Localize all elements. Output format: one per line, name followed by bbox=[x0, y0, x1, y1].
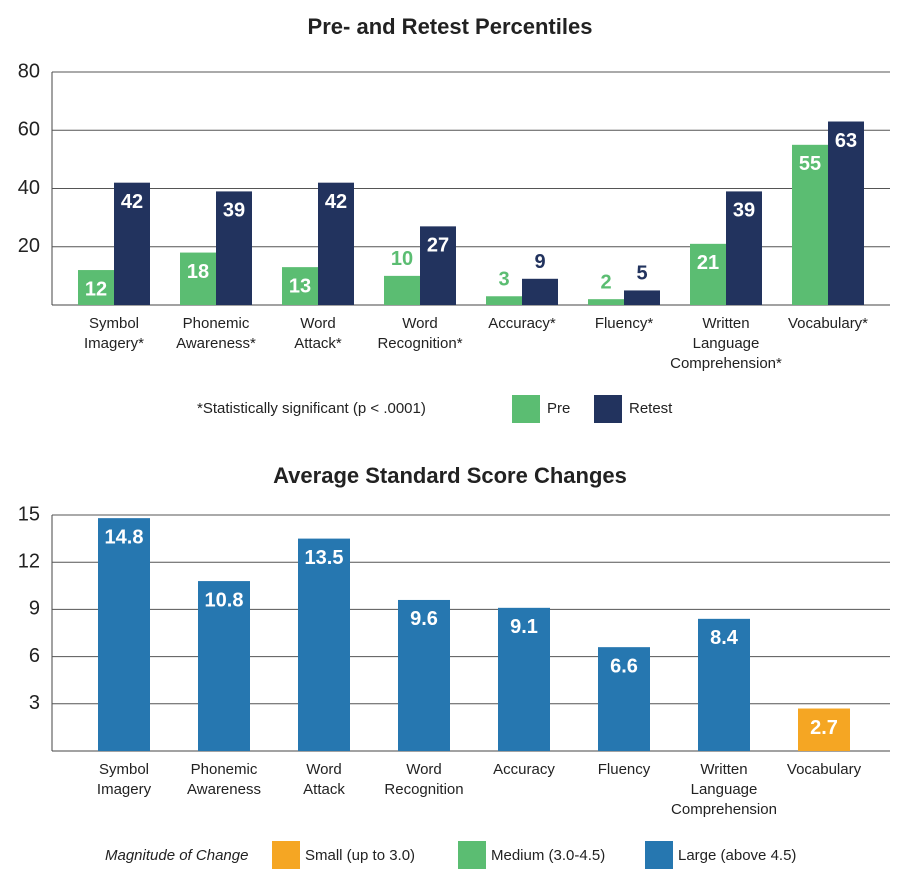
note: *Statistically significant (p < .0001) bbox=[197, 400, 426, 417]
bar bbox=[78, 270, 114, 305]
bar bbox=[498, 607, 550, 751]
y-tick-label: 60 bbox=[18, 119, 40, 141]
y-tick-label: 12 bbox=[18, 550, 40, 572]
legend-swatch bbox=[645, 841, 673, 869]
x-tick-label: Vocabulary* bbox=[788, 315, 868, 332]
value-label: 13.5 bbox=[305, 547, 344, 569]
value-label: 9.1 bbox=[510, 616, 538, 638]
value-label: 2 bbox=[600, 271, 611, 293]
y-tick-label: 9 bbox=[29, 598, 40, 620]
x-tick-label: Written Language Comprehension bbox=[671, 761, 777, 818]
bar bbox=[698, 618, 750, 751]
x-tick-label: Accuracy bbox=[493, 761, 555, 778]
value-label: 39 bbox=[733, 200, 755, 222]
x-tick-label: Symbol Imagery bbox=[97, 761, 152, 798]
value-label: 5 bbox=[636, 263, 647, 285]
value-label: 63 bbox=[835, 130, 857, 152]
bar bbox=[114, 182, 150, 305]
value-label: 21 bbox=[697, 252, 719, 274]
bar bbox=[690, 243, 726, 305]
bar bbox=[198, 581, 250, 751]
value-label: 42 bbox=[121, 191, 143, 213]
y-tick-label: 20 bbox=[18, 235, 40, 257]
value-label: 2.7 bbox=[810, 717, 838, 739]
bar bbox=[486, 296, 522, 305]
legend-title: Magnitude of Change bbox=[105, 847, 248, 864]
legend-swatch bbox=[272, 841, 300, 869]
legend-swatch bbox=[594, 395, 622, 423]
x-tick-label: Word Recognition bbox=[384, 761, 463, 798]
value-label: 13 bbox=[289, 275, 311, 297]
value-label: 55 bbox=[799, 153, 821, 175]
bar bbox=[792, 144, 828, 305]
x-tick-label: Vocabulary bbox=[787, 761, 862, 778]
bar bbox=[398, 599, 450, 751]
bar bbox=[298, 538, 350, 751]
legend-label: Large (above 4.5) bbox=[678, 847, 796, 864]
y-tick-label: 15 bbox=[18, 503, 40, 525]
legend-label: Retest bbox=[629, 400, 673, 417]
value-label: 10 bbox=[391, 248, 413, 270]
value-label: 14.8 bbox=[105, 526, 144, 548]
bar bbox=[588, 299, 624, 305]
bar bbox=[318, 182, 354, 305]
bar bbox=[522, 278, 558, 305]
x-tick-label: Fluency bbox=[598, 761, 651, 778]
x-tick-label: Word Recognition* bbox=[377, 315, 462, 352]
chart-title: Pre- and Retest Percentiles bbox=[308, 14, 593, 39]
bar bbox=[384, 275, 420, 305]
bar bbox=[828, 121, 864, 305]
legend-label: Pre bbox=[547, 400, 570, 417]
y-tick-label: 6 bbox=[29, 645, 40, 667]
x-tick-label: Word Attack* bbox=[294, 315, 342, 352]
bar bbox=[598, 647, 650, 751]
x-tick-label: Word Attack bbox=[303, 761, 345, 798]
bar bbox=[180, 252, 216, 305]
bar bbox=[420, 226, 456, 305]
value-label: 3 bbox=[498, 269, 509, 291]
value-label: 10.8 bbox=[205, 589, 244, 611]
bar bbox=[282, 267, 318, 305]
bar bbox=[798, 708, 850, 751]
legend-swatch bbox=[458, 841, 486, 869]
value-label: 6.6 bbox=[610, 655, 638, 677]
x-tick-label: Phonemic Awareness bbox=[187, 761, 261, 798]
x-tick-label: Fluency* bbox=[595, 315, 654, 332]
y-tick-label: 80 bbox=[18, 60, 40, 82]
value-label: 27 bbox=[427, 235, 449, 257]
value-label: 8.4 bbox=[710, 627, 739, 649]
y-tick-label: 3 bbox=[29, 692, 40, 714]
x-tick-label: Phonemic Awareness* bbox=[176, 315, 256, 352]
legend-label: Small (up to 3.0) bbox=[305, 847, 415, 864]
bar bbox=[98, 518, 150, 751]
bar bbox=[624, 290, 660, 305]
x-tick-label: Accuracy* bbox=[488, 315, 556, 332]
chart-title: Average Standard Score Changes bbox=[273, 463, 627, 488]
value-label: 39 bbox=[223, 200, 245, 222]
x-tick-label: Symbol Imagery* bbox=[84, 315, 144, 352]
legend-swatch bbox=[512, 395, 540, 423]
value-label: 18 bbox=[187, 261, 209, 283]
bar bbox=[216, 191, 252, 305]
value-label: 42 bbox=[325, 191, 347, 213]
value-label: 9.6 bbox=[410, 608, 438, 630]
value-label: 9 bbox=[534, 251, 545, 273]
y-tick-label: 40 bbox=[18, 177, 40, 199]
value-label: 12 bbox=[85, 278, 107, 300]
legend-label: Medium (3.0-4.5) bbox=[491, 847, 605, 864]
x-tick-label: Written Language Comprehension* bbox=[670, 315, 782, 372]
bar bbox=[726, 191, 762, 305]
